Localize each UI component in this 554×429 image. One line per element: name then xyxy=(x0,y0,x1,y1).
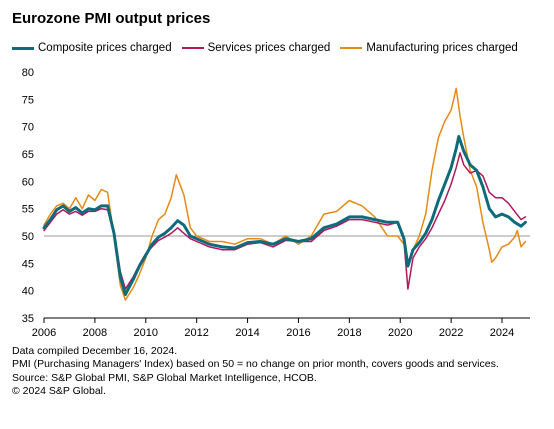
x-tick-label: 2016 xyxy=(286,327,310,339)
x-tick-label: 2014 xyxy=(235,327,259,339)
y-tick-label: 65 xyxy=(22,149,34,161)
footnote-copyright: © 2024 S&P Global. xyxy=(12,385,106,398)
legend-label-manufacturing: Manufacturing prices charged xyxy=(366,42,518,54)
legend-swatch-services xyxy=(181,47,204,49)
y-tick-label: 80 xyxy=(22,67,34,79)
legend-label-composite: Composite prices charged xyxy=(38,42,172,54)
legend-item-services: Services prices charged xyxy=(181,42,331,54)
x-tick-label: 2008 xyxy=(83,327,107,339)
footnotes: Data compiled December 16, 2024. PMI (Pu… xyxy=(12,345,499,399)
legend-item-composite: Composite prices charged xyxy=(12,42,172,54)
series-line-services xyxy=(43,152,527,290)
y-tick-label: 75 xyxy=(22,94,34,106)
series-line-manufacturing xyxy=(43,87,527,301)
legend: Composite prices charged Services prices… xyxy=(12,42,518,54)
y-tick-label: 35 xyxy=(22,313,34,325)
x-tick-label: 2018 xyxy=(337,327,361,339)
x-tick-label: 2020 xyxy=(388,327,412,339)
footnote-compiled: Data compiled December 16, 2024. xyxy=(12,345,178,357)
footnote-source: Source: S&P Global PMI, S&P Global Marke… xyxy=(12,371,317,384)
legend-label-services: Services prices charged xyxy=(207,42,331,54)
legend-swatch-manufacturing xyxy=(340,47,363,49)
legend-item-manufacturing: Manufacturing prices charged xyxy=(340,42,518,54)
x-tick-label: 2024 xyxy=(490,327,514,339)
footnote-definition: PMI (Purchasing Managers' Index) based o… xyxy=(12,358,499,371)
chart-title: Eurozone PMI output prices xyxy=(12,10,211,27)
y-tick-label: 60 xyxy=(22,176,34,188)
series-line-composite xyxy=(42,135,527,296)
y-tick-label: 40 xyxy=(22,286,34,298)
y-tick-label: 70 xyxy=(22,122,34,134)
y-tick-label: 50 xyxy=(22,231,34,243)
x-tick-label: 2006 xyxy=(32,327,56,339)
x-tick-label: 2022 xyxy=(439,327,463,339)
legend-swatch-composite xyxy=(12,46,34,50)
y-tick-label: 45 xyxy=(22,258,34,270)
x-tick-label: 2010 xyxy=(134,327,158,339)
y-tick-label: 55 xyxy=(22,204,34,216)
x-tick-label: 2012 xyxy=(184,327,208,339)
